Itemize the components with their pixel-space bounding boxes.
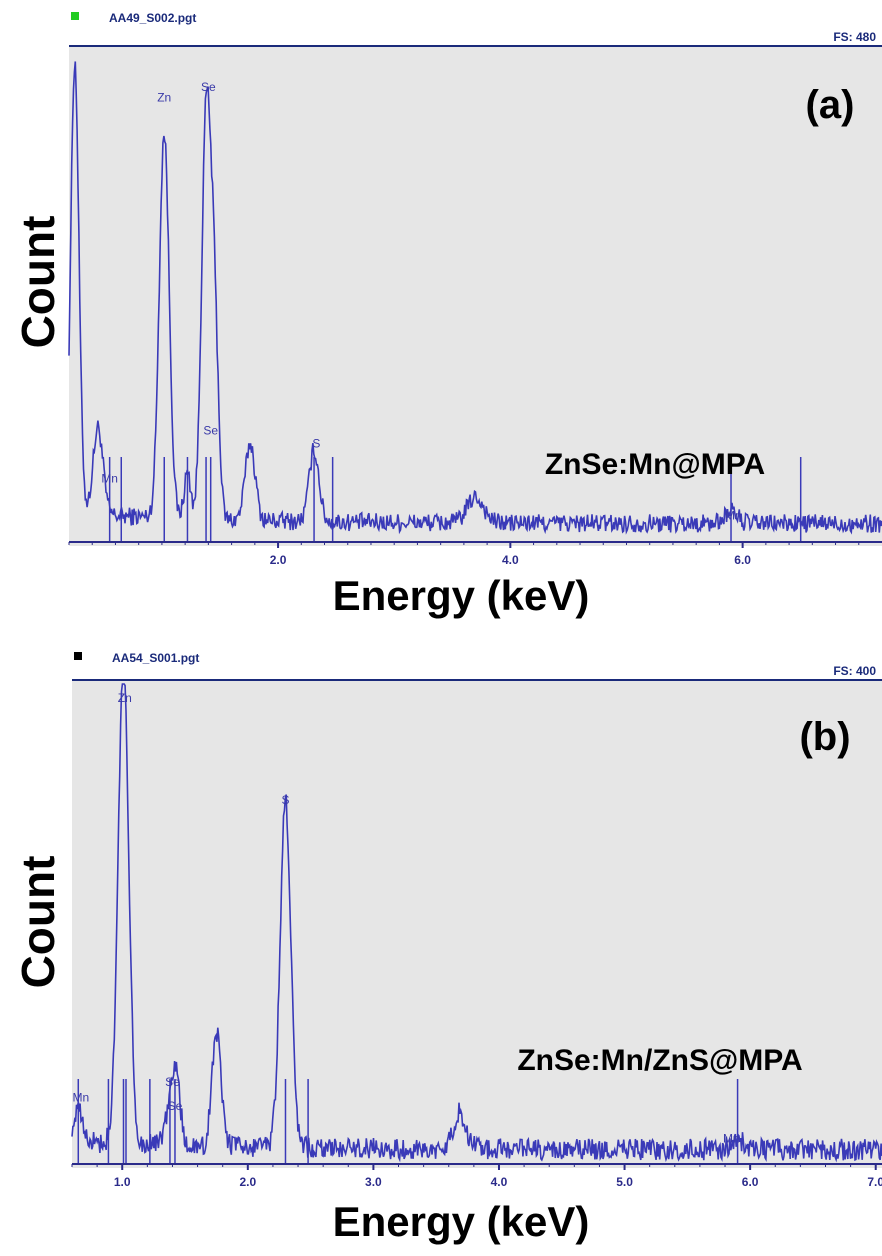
spectrum-line [68, 61, 882, 535]
full-scale-label: FS: 400 [833, 664, 876, 678]
sample-label: ZnSe:Mn/ZnS@MPA [517, 1044, 802, 1077]
x-tick-label: 4.0 [502, 553, 519, 567]
element-label: Mn [72, 1091, 89, 1105]
panel-label: (a) [806, 83, 855, 127]
element-label: Mn [723, 1131, 740, 1145]
file-marker-icon [74, 652, 82, 660]
full-scale-label: FS: 480 [833, 30, 876, 44]
spectrum-line [71, 683, 882, 1163]
x-tick-label: 7.0 [867, 1175, 882, 1189]
x-tick-label: 2.0 [239, 1175, 256, 1189]
x-tick-label: 3.0 [365, 1175, 382, 1189]
plot-background [72, 680, 882, 1168]
element-label: Se [165, 1075, 180, 1089]
x-tick-label: 6.0 [742, 1175, 759, 1189]
element-label: S [281, 793, 289, 807]
element-label: Se [168, 1099, 183, 1113]
x-tick-label: 1.0 [114, 1175, 131, 1189]
file-marker-icon [71, 12, 79, 20]
panel-label: (b) [799, 715, 850, 759]
element-label: S [312, 437, 320, 451]
x-axis-label: Energy (keV) [332, 572, 590, 619]
x-tick-label: 5.0 [616, 1175, 633, 1189]
sample-label: ZnSe:Mn@MPA [545, 448, 765, 481]
x-tick-label: 2.0 [270, 553, 287, 567]
file-label: AA49_S002.pgt [109, 11, 196, 25]
element-label: Se [201, 80, 216, 94]
panel-a: Count AA49_S002.pgt FS: 480 2.0 4.0 6.0 Zn Se S… [12, 11, 882, 619]
chart-a-svg: AA49_S002.pgt FS: 480 2.0 4.0 6.0 Zn Se Se S Mn Mn… [68, 11, 882, 567]
element-label: Se [203, 423, 218, 437]
element-label: Zn [118, 691, 132, 705]
x-tick-label: 4.0 [491, 1175, 508, 1189]
element-label: Zn [157, 90, 171, 104]
element-label: Mn [101, 472, 118, 486]
x-axis-label: Energy (keV) [332, 1198, 590, 1245]
chart-b-svg: AA54_S001.pgt FS: 400 1.0 2.0 3.0 4.0 5.0 6.0 7.… [71, 651, 882, 1189]
x-tick-label: 6.0 [734, 553, 751, 567]
element-label: Mn [725, 508, 742, 522]
panel-b: Count AA54_S001.pgt FS: 400 1.0 2.0 3.0 4.0 5.… [0, 640, 882, 1256]
file-label: AA54_S001.pgt [112, 651, 199, 665]
